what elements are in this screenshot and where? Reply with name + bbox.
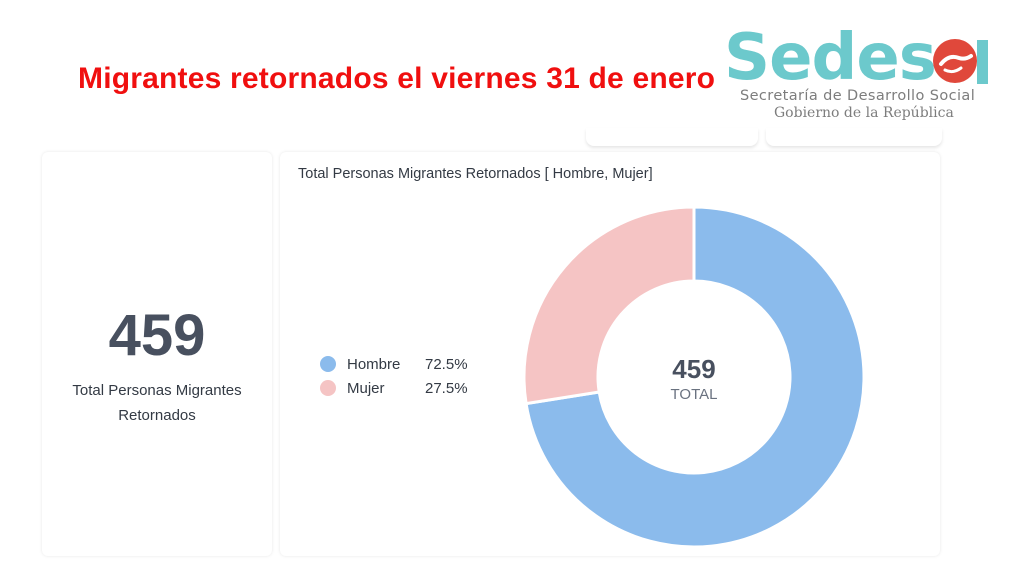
donut-center-label: TOTAL (671, 386, 718, 403)
donut-chart: 459 TOTAL (522, 205, 866, 549)
legend-label-hombre: Hombre (347, 355, 401, 373)
donut-slice-hombre[interactable] (524, 205, 866, 549)
chart-legend: Hombre 72.5% Mujer 27.5% (320, 352, 485, 400)
legend-value-mujer: 27.5% (425, 379, 468, 397)
chart-title: Total Personas Migrantes Retornados [ Ho… (298, 166, 653, 182)
kpi-label-line2: Retornados (118, 407, 196, 424)
page-headline: Migrantes retornados el viernes 31 de en… (78, 62, 716, 95)
legend-item-mujer[interactable]: Mujer 27.5% (320, 376, 485, 400)
legend-label-mujer: Mujer (347, 379, 385, 397)
donut-slice-mujer[interactable] (522, 205, 696, 406)
tab-stub-1 (586, 128, 758, 146)
logo-wordmark: Sedes (724, 21, 937, 95)
logo-subtitle: Secretaría de Desarrollo Social (740, 88, 976, 104)
kpi-label-line1: Total Personas Migrantes (72, 382, 242, 399)
legend-value-hombre: 72.5% (425, 355, 468, 373)
sedesol-logo: Sedes Secretaría de Desarrollo Social Go… (724, 21, 988, 122)
chart-card: Total Personas Migrantes Retornados [ Ho… (280, 152, 940, 556)
kpi-card: 459 Total Personas Migrantes Retornados (42, 152, 272, 556)
legend-item-hombre[interactable]: Hombre 72.5% (320, 352, 485, 376)
tab-stub-2 (766, 128, 942, 146)
donut-center-value: 459 (672, 354, 715, 384)
legend-swatch-mujer (320, 380, 336, 396)
logo-government-line: Gobierno de la República (774, 105, 954, 121)
kpi-label: Total Personas Migrantes Retornados (42, 378, 272, 428)
legend-swatch-hombre (320, 356, 336, 372)
logo-handshake-icon (933, 39, 988, 84)
kpi-value: 459 (108, 303, 206, 368)
